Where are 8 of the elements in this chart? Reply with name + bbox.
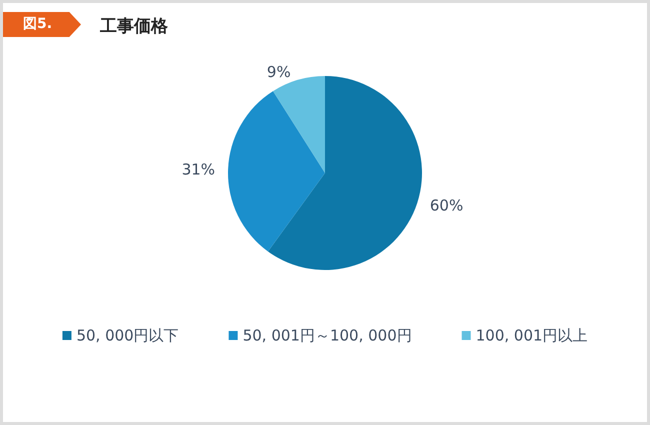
data-label: 9% (266, 63, 291, 82)
chart-title: 工事価格 (99, 16, 169, 36)
legend-label: 50, 000円以下 (76, 326, 179, 344)
caption: 図5. (3, 12, 81, 37)
data-label: 31% (182, 160, 216, 179)
data-label: 60% (430, 196, 464, 214)
legend-label: 50, 001円～100, 000円 (242, 326, 412, 344)
legend-label: 100, 001円以上 (476, 326, 588, 344)
